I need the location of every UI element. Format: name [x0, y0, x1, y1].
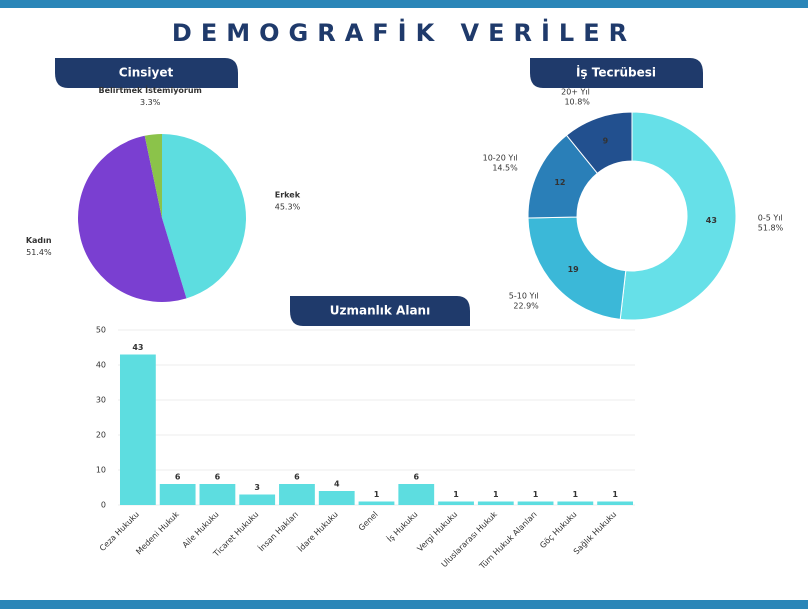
slice-label: Belirtmek İstemiyorum — [98, 85, 201, 95]
y-tick-label: 0 — [101, 501, 106, 510]
slice — [619, 111, 737, 321]
bar — [597, 501, 634, 505]
y-tick-label: 10 — [96, 466, 106, 475]
slice-value: 12 — [554, 178, 565, 187]
slice-label: 20+ Yıl — [561, 88, 590, 97]
slice — [162, 134, 246, 299]
bar — [477, 501, 514, 505]
y-tick-label: 50 — [96, 326, 106, 335]
slice-label: 5-10 Yıl — [509, 291, 539, 300]
bottom-border — [0, 600, 808, 609]
slice — [527, 216, 627, 320]
bar — [239, 494, 276, 505]
bar — [199, 484, 236, 505]
slice-percent-label: 22.9% — [513, 301, 539, 310]
slice-value: 9 — [603, 137, 609, 146]
y-tick-label: 30 — [96, 396, 106, 405]
bar-value-label: 6 — [215, 473, 221, 482]
bar-value-label: 6 — [413, 473, 419, 482]
x-tick-label: Ceza Hukuku — [98, 510, 141, 553]
bar — [398, 484, 435, 505]
bar-value-label: 1 — [453, 490, 459, 499]
slice-percent-label: 14.5% — [492, 163, 518, 172]
bar — [159, 484, 196, 505]
bar-value-label: 43 — [132, 343, 143, 352]
tab-title: İş Tecrübesi — [576, 65, 656, 80]
slice — [565, 111, 633, 174]
slice-label: Kadın — [26, 236, 52, 245]
tab-shape — [530, 58, 703, 88]
bar-value-label: 3 — [254, 483, 260, 492]
x-tick-label: İdare Hukuku — [295, 509, 339, 553]
slice — [77, 135, 187, 303]
bar-value-label: 1 — [533, 490, 539, 499]
tab: Uzmanlık Alanı — [290, 296, 470, 326]
bar-value-label: 6 — [294, 473, 300, 482]
slice-value-label: 51.4% — [26, 248, 52, 257]
bar — [438, 501, 474, 505]
tab-shape — [290, 296, 470, 326]
bar — [557, 501, 594, 505]
x-tick-label: Sağlık Hukuku — [572, 510, 618, 556]
y-tick-label: 20 — [96, 431, 106, 440]
slice-percent-label: 10.8% — [564, 98, 590, 107]
bar-value-label: 1 — [374, 490, 380, 499]
bar-value-label: 6 — [175, 473, 181, 482]
x-tick-label: İş Hukuku — [385, 509, 420, 544]
slice-label: Erkek — [275, 191, 301, 200]
slice-value: 43 — [706, 216, 717, 225]
bar-value-label: 1 — [573, 490, 579, 499]
bar — [318, 491, 355, 505]
x-tick-label: Göç Hukuku — [538, 510, 578, 550]
bar-value-label: 1 — [612, 490, 618, 499]
bar — [358, 501, 395, 505]
x-tick-label: Vergi Hukuku — [416, 510, 460, 554]
tab: İş Tecrübesi — [530, 58, 703, 88]
bar — [279, 484, 315, 505]
slice-value-label: 3.3% — [140, 98, 161, 107]
tab-title: Cinsiyet — [119, 66, 174, 80]
x-tick-label: Medeni Hukuk — [134, 510, 181, 557]
top-border — [0, 0, 808, 8]
y-tick-label: 40 — [96, 361, 106, 370]
slice-label: 0-5 Yıl — [758, 214, 783, 223]
tab-shape — [55, 58, 238, 88]
x-tick-label: İnsan Hakları — [256, 509, 300, 553]
bar — [517, 501, 554, 505]
slice-label: 10-20 Yıl — [483, 153, 518, 162]
slice-value-label: 45.3% — [275, 203, 301, 212]
page-title: DEMOGRAFİK VERİLER — [172, 18, 636, 47]
bar-value-label: 4 — [334, 480, 340, 489]
slice-value: 19 — [568, 265, 580, 274]
slice — [144, 134, 162, 218]
slice-percent-label: 51.8% — [758, 224, 784, 233]
bar-value-label: 1 — [493, 490, 499, 499]
x-tick-label: Genel — [357, 510, 380, 533]
tab-title: Uzmanlık Alanı — [330, 304, 430, 318]
tab: Cinsiyet — [55, 58, 238, 88]
x-tick-label: Aile Hukuku — [181, 510, 221, 550]
bar — [119, 354, 156, 505]
